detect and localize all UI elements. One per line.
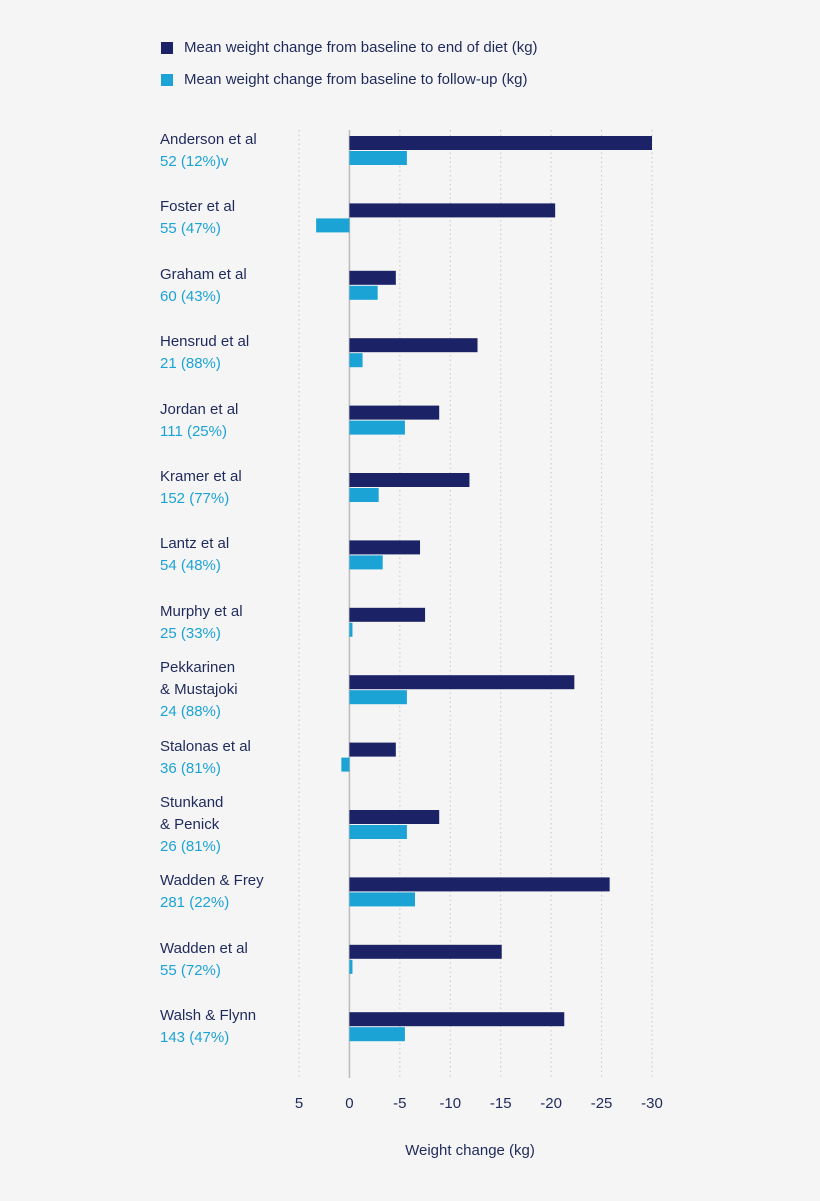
- category-label: Wadden et al: [160, 939, 248, 957]
- category-label: Lantz et al: [160, 535, 230, 553]
- legend-swatch: [161, 74, 173, 86]
- sample-label: 52 (12%)v: [160, 153, 229, 170]
- x-tick-label: -25: [591, 1095, 613, 1112]
- legend-label: Mean weight change from baseline to foll…: [184, 71, 528, 88]
- bar: [349, 810, 440, 824]
- sample-label: 54 (48%): [160, 557, 221, 575]
- category-label: Hensrud et al: [160, 333, 250, 351]
- bar: [349, 944, 502, 959]
- sample-label: 26 (81%): [160, 838, 221, 855]
- sample-label: 281 (22%): [160, 894, 230, 912]
- category-label: Murphy et al: [160, 602, 243, 620]
- bar: [349, 1012, 565, 1027]
- bar: [349, 1027, 405, 1042]
- category-label: Walsh & Flynn: [160, 1007, 257, 1025]
- sample-label: 152 (77%): [160, 490, 230, 507]
- bar: [349, 353, 363, 368]
- category-label: Foster et al: [160, 198, 236, 216]
- sample-label: 21 (88%): [160, 355, 221, 373]
- bar: [349, 488, 379, 502]
- category-label: Kramer et al: [160, 468, 242, 485]
- bar: [349, 136, 652, 150]
- sample-label: 55 (72%): [160, 961, 221, 979]
- x-axis-title: Weight change (kg): [405, 1142, 535, 1159]
- bar: [349, 540, 421, 555]
- x-tick-label: 5: [295, 1095, 303, 1112]
- sample-label: 25 (33%): [160, 624, 221, 642]
- bar: [349, 622, 353, 637]
- x-tick-label: -30: [641, 1095, 663, 1112]
- bar: [349, 338, 478, 353]
- bar: [349, 270, 396, 285]
- x-tick-label: -20: [540, 1095, 562, 1112]
- category-label: Jordan et al: [160, 400, 239, 418]
- category-label: Graham et al: [160, 265, 247, 283]
- bar: [349, 825, 407, 839]
- bar: [349, 555, 383, 570]
- x-tick-label: -10: [439, 1095, 461, 1112]
- sample-label: 143 (47%): [160, 1029, 230, 1047]
- category-label: Stalonas et al: [160, 737, 251, 755]
- bar: [316, 218, 350, 233]
- category-label: Stunkand & Penick: [160, 794, 224, 833]
- x-tick-label: -15: [490, 1095, 512, 1112]
- bar: [349, 959, 353, 974]
- bar: [349, 877, 610, 892]
- bar: [341, 757, 350, 772]
- legend-label: Mean weight change from baseline to end …: [184, 39, 538, 56]
- bar: [349, 151, 407, 165]
- sample-label: 24 (88%): [160, 703, 221, 721]
- bar: [349, 285, 378, 300]
- sample-label: 60 (43%): [160, 287, 221, 305]
- bar: [349, 405, 440, 420]
- bar: [349, 690, 407, 705]
- x-tick-label: 0: [345, 1095, 353, 1112]
- x-tick-label: -5: [393, 1095, 406, 1112]
- bar: [349, 892, 415, 907]
- bar: [349, 742, 396, 757]
- bar: [349, 675, 575, 690]
- legend-swatch: [161, 42, 173, 54]
- bar: [349, 420, 405, 435]
- bar: [349, 607, 426, 622]
- sample-label: 55 (47%): [160, 220, 221, 238]
- sample-label: 36 (81%): [160, 759, 221, 777]
- category-label: Pekkarinen & Mustajoki: [160, 659, 238, 699]
- bar: [349, 473, 470, 487]
- category-label: Wadden & Frey: [160, 872, 264, 890]
- bar: [349, 203, 556, 218]
- sample-label: 111 (25%): [160, 422, 227, 440]
- category-label: Anderson et al: [160, 131, 257, 148]
